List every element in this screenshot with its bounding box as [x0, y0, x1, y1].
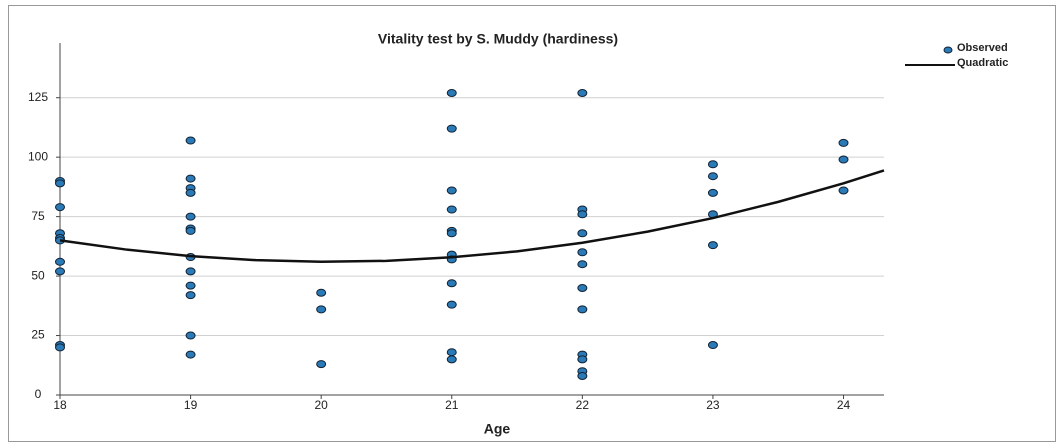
data-point [316, 288, 327, 297]
data-point [55, 179, 65, 188]
chart-border [8, 5, 1056, 442]
chart-title: Vitality test by S. Muddy (hardiness) [378, 31, 618, 47]
data-point [577, 355, 588, 364]
data-point [577, 229, 588, 238]
data-point [577, 88, 588, 97]
data-point [185, 291, 196, 300]
data-point [838, 186, 849, 195]
legend-swatch [943, 46, 953, 54]
data-point [185, 136, 196, 145]
data-point [838, 155, 849, 164]
data-point [577, 283, 588, 292]
data-point [707, 341, 718, 350]
x-axis-label: Age [484, 421, 511, 437]
data-point [577, 260, 588, 269]
data-point [185, 188, 196, 197]
x-tick-label: 23 [706, 398, 720, 412]
data-point [707, 188, 718, 197]
x-tick-label: 22 [576, 398, 590, 412]
data-point [446, 205, 457, 214]
y-tick-label: 100 [28, 149, 48, 163]
data-point [446, 279, 457, 288]
data-point [446, 124, 457, 133]
data-point [707, 241, 718, 250]
data-point [316, 360, 327, 369]
legend-label: Quadratic [957, 57, 1008, 69]
y-tick-label: 50 [31, 268, 45, 282]
data-point [838, 138, 849, 147]
data-point [577, 248, 588, 257]
data-point [446, 88, 457, 97]
data-point [185, 331, 196, 340]
data-point [446, 229, 457, 238]
data-point [577, 305, 588, 314]
data-point [446, 355, 457, 364]
data-point [316, 305, 327, 314]
x-tick-label: 24 [837, 398, 851, 412]
data-point [55, 203, 65, 212]
data-point [185, 350, 196, 359]
data-point [446, 300, 457, 309]
data-point [185, 174, 196, 183]
data-point [185, 226, 196, 235]
y-tick-label: 125 [28, 90, 48, 104]
data-point [185, 281, 196, 290]
data-point [185, 267, 196, 276]
data-point [185, 212, 196, 221]
data-point [707, 160, 718, 169]
y-tick-label: 25 [31, 328, 45, 342]
data-point [577, 210, 588, 219]
data-point [446, 348, 457, 357]
x-tick-label: 18 [53, 398, 67, 412]
data-point [446, 186, 457, 195]
fit-line [59, 169, 885, 264]
legend-label: Observed [957, 42, 1008, 54]
data-point [577, 371, 588, 380]
x-tick-label: 20 [314, 398, 328, 412]
y-tick-label: 75 [31, 209, 45, 223]
x-tick-label: 19 [184, 398, 198, 412]
x-tick-label: 21 [445, 398, 459, 412]
data-point [55, 257, 65, 266]
data-point [55, 343, 65, 352]
data-point [55, 267, 65, 276]
y-tick-label: 0 [35, 387, 42, 401]
data-point [707, 172, 718, 181]
